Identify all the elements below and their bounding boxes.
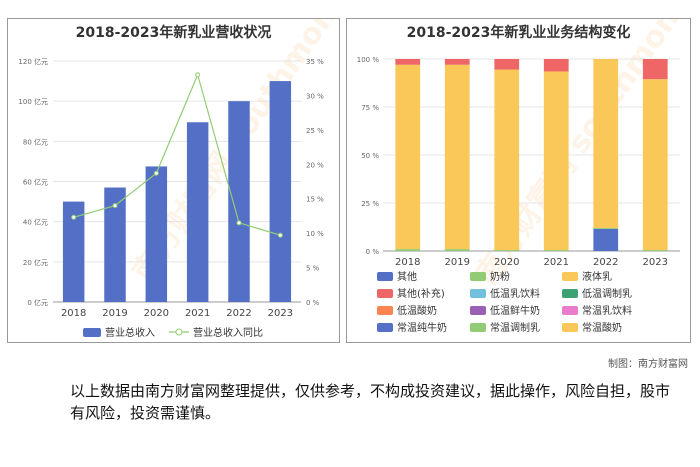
y-right-tick-label: 5 % (306, 265, 320, 273)
revenue-bar (62, 201, 85, 302)
stack-segment (642, 79, 668, 251)
stack-segment (494, 250, 520, 251)
legend-swatch (470, 272, 486, 281)
revenue-bar (104, 187, 126, 302)
stack-segment (444, 64, 470, 250)
yoy-point (195, 72, 201, 78)
stack-segment (395, 64, 421, 250)
stack-segment (593, 228, 619, 251)
legend-label: 低温鲜牛奶 (490, 304, 540, 317)
y-left-tick-label: 60 亿元 (23, 178, 48, 187)
y-tick-label: 50 % (361, 152, 379, 160)
y-tick-label: 25 % (361, 200, 379, 208)
y-left-tick-label: 40 亿元 (23, 218, 48, 227)
stack-segment (494, 59, 520, 70)
x-tick-label: 2022 (593, 257, 618, 268)
y-tick-label: 75 % (361, 104, 379, 112)
legend-swatch (377, 323, 393, 332)
yoy-point (277, 232, 283, 238)
y-left-tick-label: 20 亿元 (23, 258, 48, 267)
yoy-point (236, 220, 242, 226)
y-right-tick-label: 25 % (306, 127, 324, 135)
right-chart-panel: 2018-2023年新乳业业务结构变化 南方财富网 southmoney.com… (346, 18, 691, 343)
y-left-tick-label: 100 亿元 (18, 97, 48, 106)
legend-yoy-label: 营业总收入同比 (193, 326, 263, 339)
x-tick-label: 2022 (226, 308, 251, 319)
y-right-tick-label: 10 % (306, 230, 324, 238)
legend-label: 低温乳饮料 (490, 287, 540, 300)
stack-segment (543, 71, 569, 251)
legend-swatch (470, 306, 486, 315)
stack-segment (543, 250, 569, 251)
y-left-tick-label: 120 亿元 (18, 57, 48, 66)
stack-segment (395, 59, 421, 65)
x-tick-label: 2020 (494, 257, 519, 268)
legend-label: 奶粉 (490, 270, 510, 283)
credit-text: 制图：南方财富网 (608, 359, 688, 370)
legend-swatch (470, 323, 486, 332)
legend-label: 常温调制乳 (490, 321, 540, 334)
legend-swatch (562, 323, 578, 332)
revenue-bar (269, 81, 292, 302)
x-tick-label: 2021 (544, 257, 569, 268)
y-tick-label: 100 % (357, 56, 380, 64)
x-tick-label: 2019 (102, 308, 127, 319)
revenue-bar (228, 101, 250, 303)
legend-label: 其他 (397, 270, 417, 283)
legend-label: 常温乳饮料 (582, 304, 632, 317)
y-right-tick-label: 20 % (306, 161, 324, 169)
legend-swatch (377, 306, 393, 315)
legend-swatch (562, 272, 578, 281)
stack-segment (593, 59, 619, 228)
stack-segment (494, 69, 520, 251)
legend-label: 其他(补充) (397, 287, 445, 300)
x-tick-label: 2023 (268, 308, 293, 319)
y-tick-label: 0 % (366, 248, 380, 256)
x-tick-label: 2023 (643, 257, 668, 268)
legend-swatch (562, 306, 578, 315)
x-tick-label: 2021 (185, 308, 210, 319)
legend-label: 低温酸奶 (397, 304, 437, 317)
right-chart-title: 2018-2023年新乳业业务结构变化 (406, 25, 631, 41)
stack-segment (444, 59, 470, 65)
legend-swatch (377, 289, 393, 298)
legend-label: 常温纯牛奶 (397, 321, 447, 334)
x-tick-label: 2020 (144, 308, 169, 319)
x-tick-label: 2019 (445, 257, 470, 268)
legend-revenue-swatch (83, 328, 101, 337)
yoy-point (112, 203, 118, 209)
y-right-tick-label: 0 % (306, 299, 320, 307)
x-tick-label: 2018 (395, 257, 420, 268)
disclaimer-text: 以上数据由南方财富网整理提供，仅供参考，不构成投资建议，据此操作，风险自担，股市… (70, 382, 671, 422)
y-right-tick-label: 35 % (306, 58, 324, 66)
x-tick-label: 2018 (61, 308, 86, 319)
y-right-tick-label: 30 % (306, 92, 324, 100)
stack-segment (642, 250, 668, 251)
stack-segment (642, 59, 668, 80)
yoy-point (153, 170, 159, 176)
revenue-bar (145, 166, 168, 302)
legend-swatch (562, 289, 578, 298)
legend-label: 常温酸奶 (582, 321, 622, 334)
y-left-tick-label: 80 亿元 (23, 137, 48, 146)
stack-segment (395, 249, 421, 251)
left-chart-panel: 2018-2023年新乳业营收状况 南方财富网 southmoney.com0 … (7, 18, 340, 343)
legend-swatch (377, 272, 393, 281)
stack-segment (444, 249, 470, 251)
legend-swatch (470, 289, 486, 298)
revenue-bar (186, 122, 209, 302)
stack-segment (543, 59, 569, 72)
left-chart-title: 2018-2023年新乳业营收状况 (75, 25, 272, 41)
y-left-tick-label: 0 亿元 (27, 298, 48, 307)
stack-segment (593, 227, 619, 229)
y-right-tick-label: 15 % (306, 196, 324, 204)
legend-label: 液体乳 (582, 270, 612, 283)
legend-yoy-marker (175, 328, 183, 336)
yoy-point (71, 214, 77, 220)
legend-label: 低温调制乳 (582, 287, 632, 300)
yoy-line (73, 72, 281, 236)
legend-revenue-label: 营业总收入 (105, 326, 155, 339)
